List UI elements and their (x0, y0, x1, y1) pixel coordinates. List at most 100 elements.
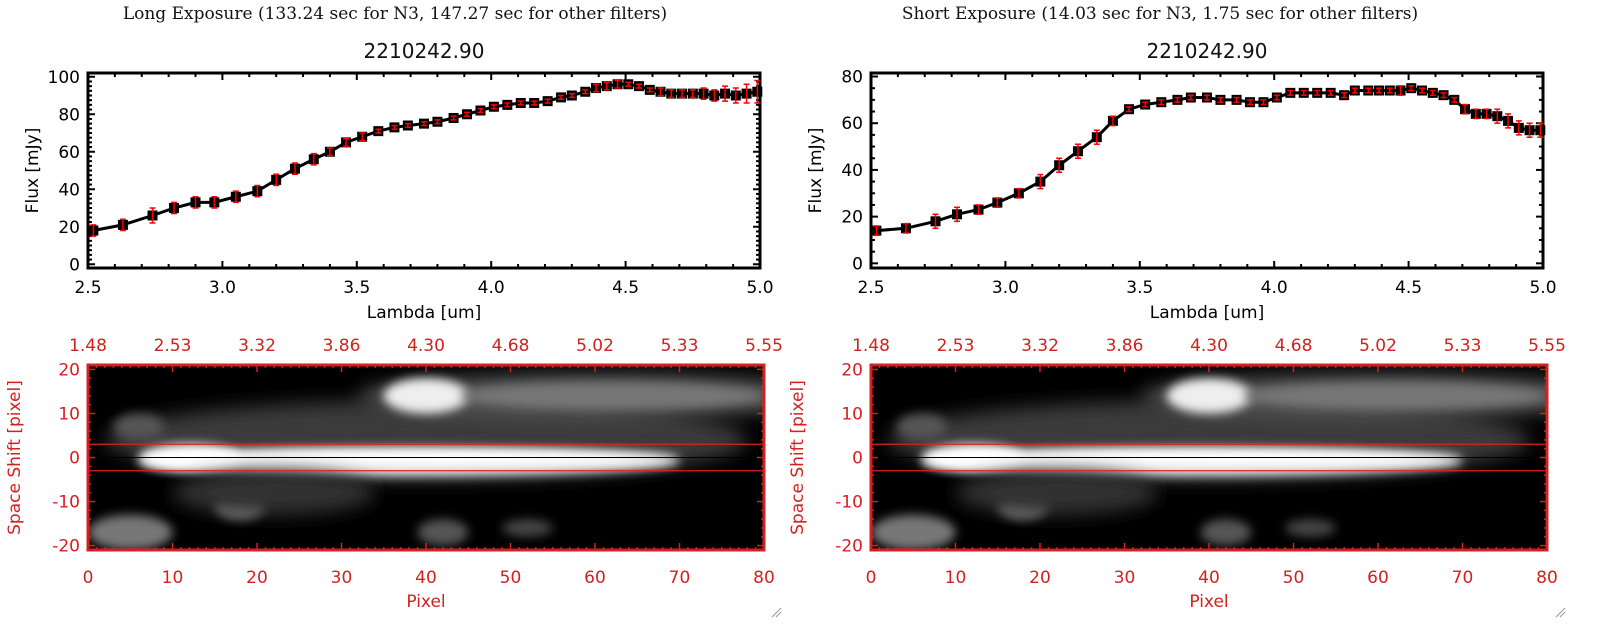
error-bar (504, 102, 511, 108)
y-tick-label: 60 (841, 114, 863, 134)
error-bar (1314, 89, 1321, 96)
error-bar (464, 111, 471, 117)
error-bar (932, 213, 939, 230)
intensity-blob (896, 413, 948, 440)
intensity-blob (502, 519, 553, 537)
x-tick-label: 80 (1536, 568, 1558, 588)
intensity-blob (459, 382, 764, 410)
x-tick-label: 50 (1283, 568, 1305, 588)
x-tick-label: 70 (1452, 568, 1474, 588)
error-bar (1204, 94, 1210, 101)
error-bar (1351, 87, 1358, 94)
top-wavelength-tick-label: 5.33 (661, 336, 699, 356)
error-bar (558, 94, 565, 100)
y-axis-label: Space Shift [pixel] (5, 380, 25, 535)
error-bar (1397, 85, 1404, 96)
error-bar (1037, 173, 1044, 190)
y-tick-label: 20 (58, 218, 80, 238)
error-bar (1341, 92, 1348, 99)
error-bar (149, 207, 156, 224)
y-tick-label: -10 (835, 493, 863, 513)
intensity-blob (955, 470, 1159, 515)
x-axis-label: Lambda [um] (1150, 303, 1264, 323)
x-tick-label: 4.0 (478, 278, 505, 298)
error-bar (722, 85, 729, 102)
y-tick-label: 20 (841, 360, 863, 380)
error-bar (490, 104, 497, 110)
error-bar (254, 184, 261, 198)
error-bar (1483, 108, 1490, 120)
error-bar (1126, 106, 1133, 113)
error-bar (636, 83, 643, 89)
x-tick-label: 50 (500, 568, 522, 588)
resize-grip-icon[interactable] (770, 606, 782, 618)
x-tick-label: 3.0 (209, 278, 236, 298)
intensity-blob (1285, 519, 1336, 537)
top-wavelength-tick-label: 5.02 (576, 336, 614, 356)
error-bar (1494, 108, 1501, 124)
spectrum-title: 2210242.90 (364, 39, 485, 63)
y-tick-label: -20 (835, 537, 863, 557)
error-bar (434, 119, 441, 125)
error-bar (1408, 85, 1415, 92)
error-bar (1056, 157, 1063, 174)
x-tick-label: 40 (1198, 568, 1220, 588)
intensity-blob (1242, 382, 1547, 410)
error-bar (1526, 122, 1533, 138)
error-bar (232, 190, 239, 204)
error-bar (1365, 87, 1372, 94)
x-tick-label: 20 (246, 568, 268, 588)
error-bar (732, 87, 739, 104)
y-tick-label: 20 (841, 208, 863, 228)
error-bar (544, 98, 551, 104)
error-bar (668, 89, 675, 99)
error-bar (582, 89, 589, 95)
intensity-blob (88, 514, 173, 550)
y-tick-label: 20 (58, 360, 80, 380)
error-bar (1074, 143, 1081, 159)
x-tick-label: 4.5 (1395, 278, 1422, 298)
error-bar (1440, 92, 1447, 99)
error-bar (625, 81, 632, 87)
top-wavelength-tick-label: 4.30 (1190, 336, 1228, 356)
x-tick-label: 0 (866, 568, 877, 588)
error-bar (754, 79, 761, 104)
error-bar (1015, 187, 1022, 199)
intensity-blob (383, 378, 469, 414)
error-bar (1187, 94, 1194, 101)
x-tick-label: 2.5 (857, 278, 884, 298)
top-wavelength-tick-label: 5.55 (745, 336, 783, 356)
error-bar (404, 122, 411, 129)
intensity-blob (172, 470, 376, 515)
error-bar (902, 222, 909, 234)
error-bar (975, 204, 982, 216)
error-bar (1419, 87, 1426, 94)
x-tick-label: 80 (753, 568, 775, 588)
error-bar (1142, 101, 1149, 108)
x-tick-label: 5.0 (746, 278, 773, 298)
error-bar (90, 224, 97, 237)
y-tick-label: -20 (52, 537, 80, 557)
error-bar (1174, 96, 1181, 103)
x-axis-label: Pixel (406, 592, 445, 612)
spectrum-line (876, 86, 1541, 233)
x-tick-label: 10 (945, 568, 967, 588)
y-tick-label: 80 (58, 105, 80, 125)
x-axis-label: Pixel (1189, 592, 1228, 612)
y-tick-label: 60 (58, 143, 80, 163)
x-tick-label: 5.0 (1529, 278, 1556, 298)
error-bar (273, 173, 280, 187)
x-tick-label: 4.5 (612, 278, 639, 298)
error-bar (375, 128, 382, 134)
y-tick-label: 0 (69, 255, 80, 275)
x-axis-label: Lambda [um] (367, 303, 481, 323)
spectrum-line (93, 82, 758, 232)
resize-grip-icon[interactable] (1554, 606, 1566, 618)
error-bar (450, 115, 457, 121)
error-bar (391, 124, 398, 130)
error-bar (1247, 99, 1254, 106)
top-wavelength-tick-label: 2.53 (154, 336, 192, 356)
x-tick-label: 3.5 (343, 278, 370, 298)
x-tick-label: 2.5 (74, 278, 101, 298)
